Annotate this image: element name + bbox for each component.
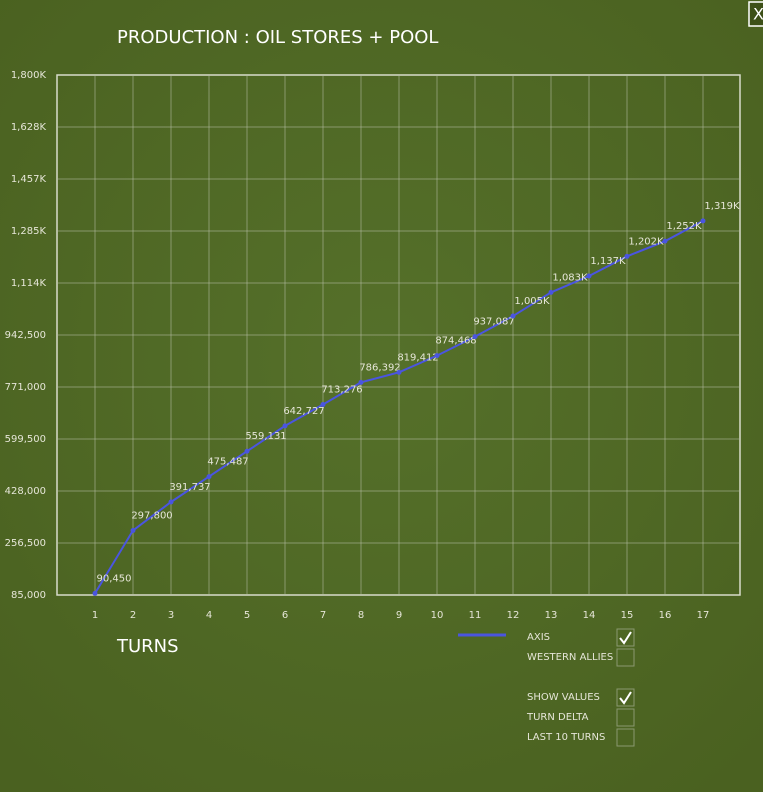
option-checkbox[interactable] <box>616 648 635 667</box>
point <box>244 448 250 454</box>
x-tick-label: 11 <box>469 610 482 621</box>
x-tick-label: 17 <box>697 610 710 621</box>
x-tick-label: 13 <box>545 610 558 621</box>
x-tick-label: 2 <box>130 610 136 621</box>
value-label: 475,487 <box>207 457 248 468</box>
close-box[interactable] <box>748 1 763 27</box>
x-tick-label: 1 <box>92 610 98 621</box>
point <box>320 402 326 408</box>
option-label[interactable]: SHOW VALUES <box>527 692 600 703</box>
legend-checkmark[interactable] <box>619 631 632 645</box>
option-label[interactable]: WESTERN ALLIES <box>527 652 613 663</box>
point <box>548 289 554 295</box>
x-tick-label: 4 <box>206 610 212 621</box>
y-tick-label: 1,800K <box>11 70 47 81</box>
x-tick-label: 8 <box>358 610 364 621</box>
option-checkbox[interactable] <box>616 708 635 727</box>
option-label[interactable]: TURN DELTA <box>526 712 589 723</box>
value-label: 819,412 <box>397 352 438 363</box>
y-tick-label: 1,457K <box>11 174 47 185</box>
y-tick-label: 428,000 <box>5 486 46 497</box>
value-label: 90,450 <box>97 573 132 584</box>
value-label: 1,137K <box>590 256 626 267</box>
point <box>472 334 478 340</box>
x-tick-label: 9 <box>396 610 402 621</box>
point <box>700 218 706 224</box>
value-label: 937,087 <box>473 317 514 328</box>
y-tick-label: 256,500 <box>5 538 46 549</box>
point <box>586 273 592 279</box>
value-label: 1,005K <box>514 296 550 307</box>
point <box>130 527 136 533</box>
value-label: 1,319K <box>704 201 740 212</box>
point <box>434 353 440 359</box>
x-tick-label: 5 <box>244 610 250 621</box>
y-tick-label: 771,000 <box>5 382 46 393</box>
option-checkbox[interactable] <box>616 688 635 707</box>
y-tick-label: 599,500 <box>5 434 46 445</box>
value-label: 297,800 <box>131 510 172 521</box>
y-tick-label: 1,628K <box>11 122 47 133</box>
point <box>510 313 516 319</box>
y-tick-label: 85,000 <box>11 590 46 601</box>
point <box>206 474 212 480</box>
close-button[interactable]: X <box>748 1 763 27</box>
option-checkbox[interactable] <box>616 728 635 747</box>
option-checkmark[interactable] <box>619 691 632 705</box>
value-label: 391,737 <box>169 482 210 493</box>
legend-checkbox[interactable] <box>616 628 635 647</box>
x-tick-label: 16 <box>659 610 672 621</box>
x-axis-label: TURNS <box>116 636 179 657</box>
x-tick-label: 15 <box>621 610 634 621</box>
point <box>282 423 288 429</box>
y-tick-label: 1,285K <box>11 226 47 237</box>
value-label: 1,083K <box>552 272 588 283</box>
option-label[interactable]: LAST 10 TURNS <box>527 732 605 743</box>
x-tick-label: 14 <box>583 610 596 621</box>
y-tick-label: 1,114K <box>11 278 47 289</box>
y-tick-label: 942,500 <box>5 330 46 341</box>
x-tick-label: 7 <box>320 610 326 621</box>
value-label: 713,276 <box>321 385 362 396</box>
value-label: 874,468 <box>435 336 476 347</box>
chart-title: PRODUCTION : OIL STORES + POOL <box>117 27 438 48</box>
value-label: 642,727 <box>283 406 324 417</box>
point <box>662 238 668 244</box>
point <box>396 369 402 375</box>
point <box>358 379 364 385</box>
legend-label[interactable]: AXIS <box>527 632 550 643</box>
x-tick-label: 6 <box>282 610 288 621</box>
close-label[interactable]: X <box>753 5 763 24</box>
point <box>168 499 174 505</box>
value-label: 559,131 <box>245 431 286 442</box>
point <box>92 590 98 596</box>
x-tick-label: 12 <box>507 610 520 621</box>
x-tick-label: 10 <box>431 610 444 621</box>
value-label: 1,252K <box>666 221 702 232</box>
point <box>624 253 630 259</box>
x-tick-label: 3 <box>168 610 174 621</box>
value-label: 1,202K <box>628 236 664 247</box>
value-label: 786,392 <box>359 362 400 373</box>
